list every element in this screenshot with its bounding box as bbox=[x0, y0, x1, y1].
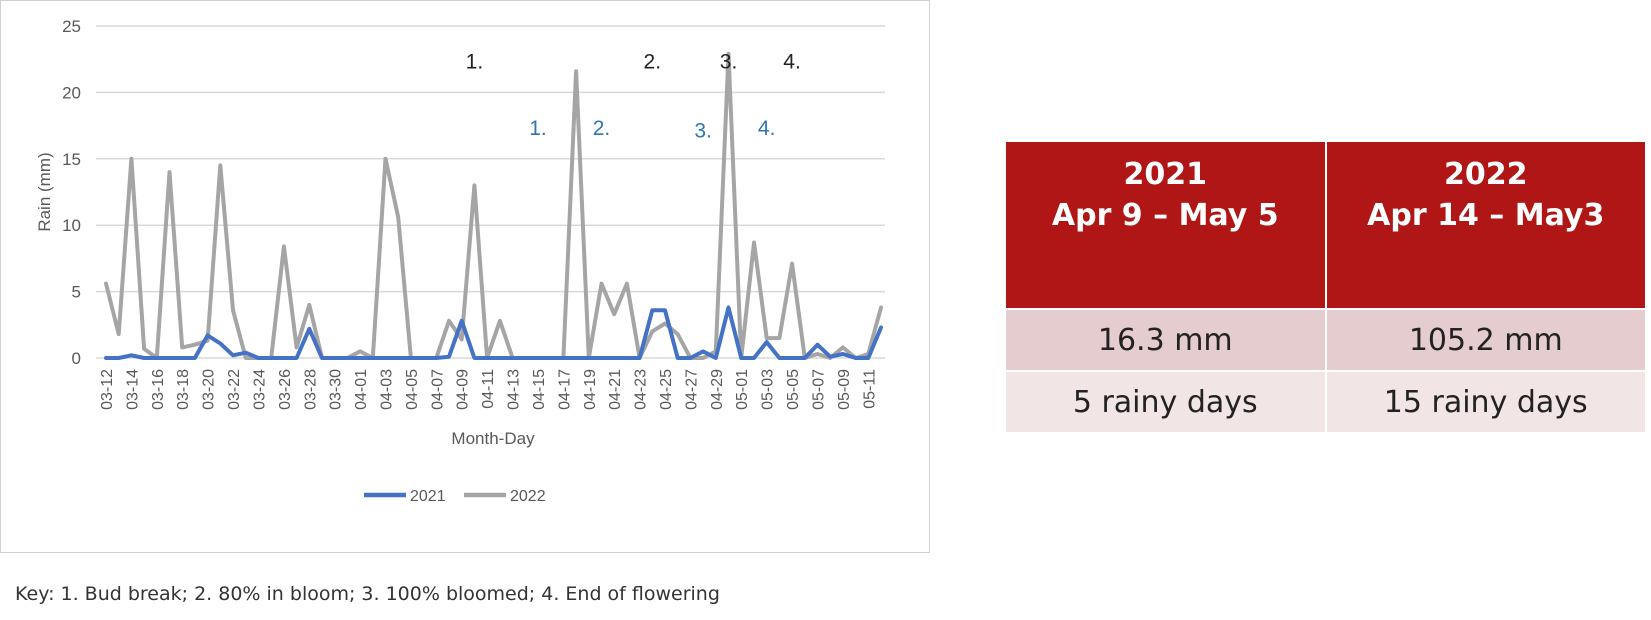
y-tick-label: 25 bbox=[62, 17, 81, 36]
x-tick-label: 04-13 bbox=[506, 369, 523, 410]
y-tick-label: 15 bbox=[62, 150, 81, 169]
x-tick-label: 04-17 bbox=[556, 369, 573, 410]
x-tick-label: 05-05 bbox=[785, 369, 802, 410]
x-tick-label: 03-20 bbox=[201, 369, 218, 410]
header-range: Apr 9 – May 5 bbox=[1051, 198, 1279, 233]
y-tick-label: 0 bbox=[72, 349, 81, 368]
x-tick-label: 04-19 bbox=[582, 369, 599, 410]
y-tick-label: 20 bbox=[62, 83, 81, 102]
key-note: Key: 1. Bud break; 2. 80% in bloom; 3. 1… bbox=[15, 583, 720, 605]
chart-frame: 0 5 10 15 20 25 03-12 03-14 03-16 03-18 03-20 03-22… bbox=[0, 0, 930, 553]
stage-annotation: 4. bbox=[758, 117, 776, 140]
x-tick-label: 04-11 bbox=[480, 369, 497, 409]
table-cell: 15 rainy days bbox=[1324, 370, 1647, 434]
legend-label-2021: 2021 bbox=[410, 488, 446, 505]
x-tick-label: 03-14 bbox=[124, 369, 141, 410]
y-tick-label: 10 bbox=[62, 216, 81, 235]
x-tick-label: 04-01 bbox=[353, 369, 370, 410]
rain-summary-table: 2021 Apr 9 – May 5 2022 Apr 14 – May3 16… bbox=[1004, 140, 1647, 434]
x-tick-label: 04-05 bbox=[404, 369, 421, 410]
x-tick-label: 04-27 bbox=[683, 369, 700, 410]
x-tick-label: 03-12 bbox=[99, 369, 116, 410]
table-row-rainy-days: 5 rainy days 15 rainy days bbox=[1004, 370, 1647, 434]
stage-annotation: 2. bbox=[593, 117, 611, 140]
x-axis-title: Month-Day bbox=[451, 429, 535, 448]
header-range: Apr 14 – May3 bbox=[1367, 198, 1605, 233]
stage-annotation: 3. bbox=[720, 50, 738, 73]
stage-annotation: 2. bbox=[644, 50, 662, 73]
x-tick-label: 03-26 bbox=[277, 369, 294, 410]
x-tick-label: 03-28 bbox=[302, 369, 319, 410]
y-tick-label: 5 bbox=[72, 283, 81, 302]
x-tick-label: 03-22 bbox=[226, 369, 243, 410]
header-year: 2021 bbox=[1123, 157, 1208, 192]
x-tick-label: 04-23 bbox=[633, 369, 650, 410]
x-tick-label: 04-29 bbox=[709, 369, 726, 410]
stage-annotation: 1. bbox=[529, 117, 547, 140]
table-cell: 16.3 mm bbox=[1004, 308, 1327, 372]
table-cell: 105.2 mm bbox=[1324, 308, 1647, 372]
rain-line-chart: 0 5 10 15 20 25 03-12 03-14 03-16 03-18 03-20 03-22… bbox=[35, 17, 885, 505]
header-year: 2022 bbox=[1444, 157, 1528, 192]
x-tick-label: 05-07 bbox=[810, 369, 827, 410]
series-line-2021 bbox=[104, 305, 883, 360]
x-tick-label: 04-25 bbox=[658, 369, 675, 410]
y-axis-title: Rain (mm) bbox=[35, 152, 54, 231]
table-cell: 5 rainy days bbox=[1004, 370, 1327, 434]
x-tick-label: 05-03 bbox=[760, 369, 777, 410]
x-tick-label: 05-09 bbox=[836, 369, 853, 410]
header-2021: 2021 Apr 9 – May 5 bbox=[1004, 140, 1327, 310]
table-row-rainfall: 16.3 mm 105.2 mm bbox=[1004, 308, 1647, 372]
stage-annotation: 1. bbox=[466, 50, 484, 73]
x-tick-label: 05-11 bbox=[861, 369, 878, 409]
x-tick-label: 04-15 bbox=[531, 369, 548, 410]
x-tick-label: 03-16 bbox=[150, 369, 167, 410]
x-tick-label: 03-24 bbox=[251, 369, 268, 410]
stage-annotation: 4. bbox=[783, 50, 801, 73]
x-tick-label: 03-18 bbox=[175, 369, 192, 410]
x-tick-label: 04-21 bbox=[607, 369, 624, 410]
header-2022: 2022 Apr 14 – May3 bbox=[1324, 140, 1647, 310]
x-tick-label: 04-09 bbox=[455, 369, 472, 410]
table-header-row: 2021 Apr 9 – May 5 2022 Apr 14 – May3 bbox=[1004, 140, 1647, 310]
x-tick-label: 04-03 bbox=[379, 369, 396, 410]
x-tick-label: 05-01 bbox=[734, 369, 751, 410]
stage-annotation: 3. bbox=[694, 120, 712, 143]
x-tick-label: 03-30 bbox=[328, 369, 345, 410]
legend-label-2022: 2022 bbox=[510, 488, 546, 505]
series-line-2022 bbox=[104, 51, 883, 360]
x-tick-label: 04-07 bbox=[429, 369, 446, 410]
